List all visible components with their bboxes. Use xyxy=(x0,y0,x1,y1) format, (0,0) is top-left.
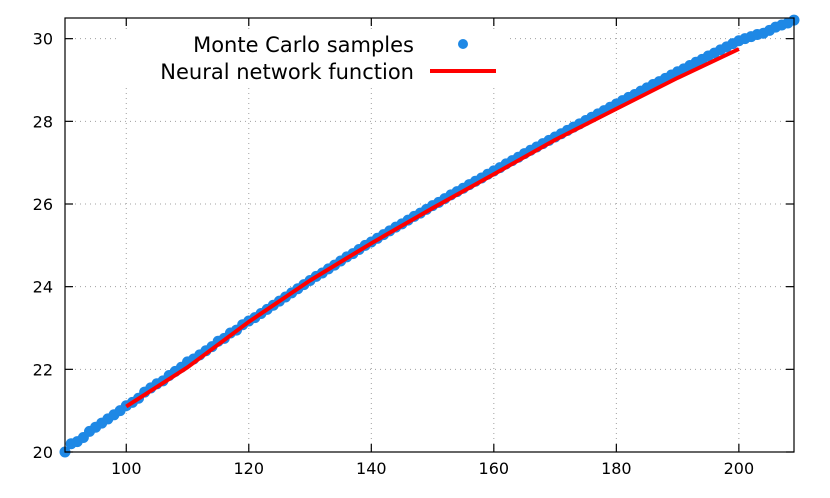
y-tick-label: 30 xyxy=(33,30,53,49)
x-tick-label: 160 xyxy=(479,459,510,478)
x-tick-label: 100 xyxy=(111,459,142,478)
x-tick-label: 180 xyxy=(601,459,632,478)
y-tick-label: 24 xyxy=(33,278,53,297)
x-tick-label: 140 xyxy=(356,459,387,478)
legend-label-neural-network: Neural network function xyxy=(160,60,414,84)
y-tick-label: 26 xyxy=(33,195,53,214)
legend-label-monte-carlo: Monte Carlo samples xyxy=(193,33,414,57)
y-tick-label: 22 xyxy=(33,360,53,379)
y-tick-label: 20 xyxy=(33,443,53,462)
x-tick-label: 120 xyxy=(234,459,265,478)
legend: Monte Carlo samples Neural network funct… xyxy=(120,30,510,86)
legend-marker-monte-carlo xyxy=(458,39,468,49)
axis-ticks: 100 120 140 160 180 200 20 22 24 26 28 30 xyxy=(33,18,794,478)
y-tick-label: 28 xyxy=(33,112,53,131)
plot-frame xyxy=(64,17,795,453)
legend-background xyxy=(120,30,510,86)
x-tick-label: 200 xyxy=(724,459,755,478)
series-line-neural-network xyxy=(125,47,740,409)
